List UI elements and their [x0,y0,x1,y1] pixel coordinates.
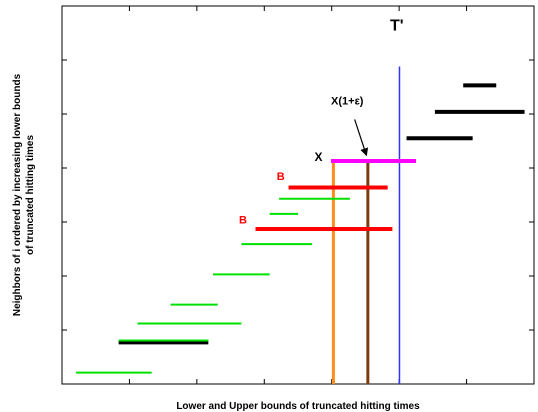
y-axis-label-line2: of truncated hitting times [25,135,36,255]
annotations: T' X(1+ε) X B B [239,18,404,227]
intervals [76,83,525,374]
arrow-layer [354,119,369,157]
annotation-arrow [354,119,369,157]
annotation-label: B [277,171,285,183]
plot-frame [61,5,535,385]
annotation-label: X [315,150,323,164]
annotation-label: X(1+ε) [331,95,364,107]
x-axis-label: Lower and Upper bounds of truncated hitt… [176,401,420,412]
y-axis-label-line1: Neighbors of i ordered by increasing low… [12,73,23,316]
annotation-label: B [239,214,247,226]
annotation-label: T' [390,18,404,35]
axis-ticks [62,6,534,384]
